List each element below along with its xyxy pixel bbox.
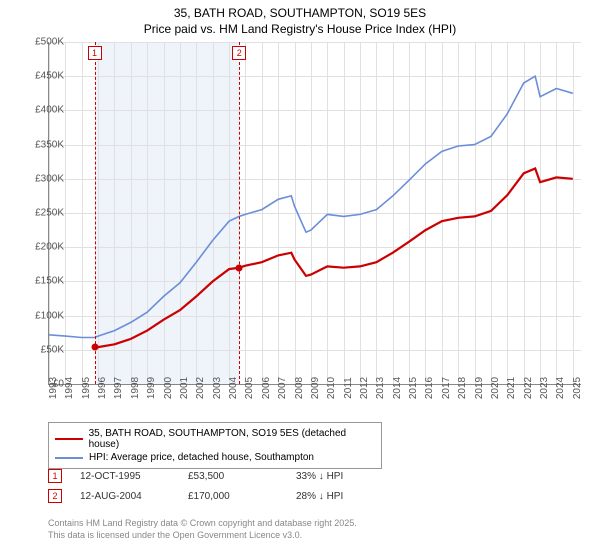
legend-swatch-hpi — [55, 457, 83, 459]
legend-label-hpi: HPI: Average price, detached house, Sout… — [89, 452, 314, 463]
sale-price: £170,000 — [188, 491, 278, 502]
sale-date: 12-OCT-1995 — [80, 471, 170, 482]
plot-area: 12 — [48, 42, 581, 385]
legend-label-property: 35, BATH ROAD, SOUTHAMPTON, SO19 5ES (de… — [89, 428, 375, 450]
chart-lines — [49, 42, 581, 384]
legend-swatch-property — [55, 438, 83, 440]
sale-marker: 1 — [88, 46, 102, 60]
sale-row-marker: 1 — [48, 469, 62, 483]
sale-row: 1 12-OCT-1995 £53,500 33% ↓ HPI — [48, 466, 386, 486]
legend: 35, BATH ROAD, SOUTHAMPTON, SO19 5ES (de… — [48, 422, 382, 469]
sale-date: 12-AUG-2004 — [80, 491, 170, 502]
sale-row: 2 12-AUG-2004 £170,000 28% ↓ HPI — [48, 486, 386, 506]
title-line1: 35, BATH ROAD, SOUTHAMPTON, SO19 5ES — [0, 6, 600, 22]
sale-marker: 2 — [232, 46, 246, 60]
legend-item-property: 35, BATH ROAD, SOUTHAMPTON, SO19 5ES (de… — [55, 427, 375, 451]
footer-line1: Contains HM Land Registry data © Crown c… — [48, 518, 357, 530]
footer: Contains HM Land Registry data © Crown c… — [48, 518, 357, 541]
sale-row-marker: 2 — [48, 489, 62, 503]
footer-line2: This data is licensed under the Open Gov… — [48, 530, 357, 542]
sale-diff: 28% ↓ HPI — [296, 491, 386, 502]
legend-item-hpi: HPI: Average price, detached house, Sout… — [55, 451, 375, 464]
sale-price: £53,500 — [188, 471, 278, 482]
title-line2: Price paid vs. HM Land Registry's House … — [0, 22, 600, 38]
price-chart: 35, BATH ROAD, SOUTHAMPTON, SO19 5ES Pri… — [0, 0, 600, 560]
chart-title: 35, BATH ROAD, SOUTHAMPTON, SO19 5ES Pri… — [0, 0, 600, 37]
sale-diff: 33% ↓ HPI — [296, 471, 386, 482]
sale-point — [91, 344, 98, 351]
property-line — [95, 169, 573, 348]
sale-point — [236, 264, 243, 271]
sales-table: 1 12-OCT-1995 £53,500 33% ↓ HPI 2 12-AUG-2004… — [48, 466, 386, 506]
